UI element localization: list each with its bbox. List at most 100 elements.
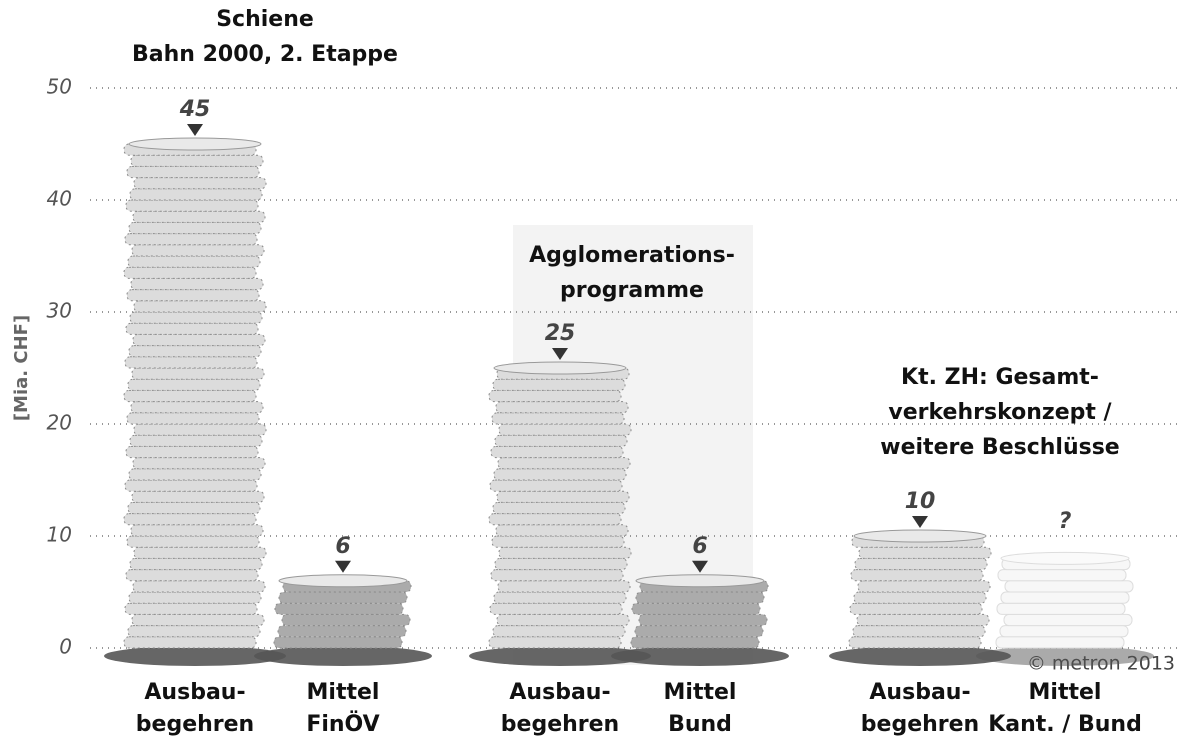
x-tick-label: Bund bbox=[668, 712, 732, 737]
coin bbox=[638, 613, 768, 627]
group-title: programme bbox=[560, 278, 704, 303]
x-tick-label: Mittel bbox=[1029, 680, 1102, 705]
coin bbox=[126, 412, 260, 425]
coin bbox=[127, 625, 261, 638]
x-tick-label: begehren bbox=[861, 712, 979, 737]
coin bbox=[848, 636, 982, 649]
coin bbox=[127, 255, 261, 268]
y-tick-label: 20 bbox=[47, 411, 72, 435]
coin bbox=[490, 569, 624, 582]
shadow bbox=[104, 646, 286, 666]
coin bbox=[126, 289, 260, 302]
group-title: weitere Beschlüsse bbox=[880, 435, 1119, 460]
coin bbox=[131, 367, 265, 380]
coin bbox=[496, 490, 630, 503]
x-tick-label: Kant. / Bund bbox=[988, 712, 1142, 737]
marker bbox=[187, 124, 203, 136]
coin bbox=[999, 625, 1129, 638]
coin bbox=[850, 569, 984, 582]
coin bbox=[858, 546, 992, 559]
shadow bbox=[254, 646, 432, 666]
shadow bbox=[469, 646, 651, 666]
coin bbox=[634, 625, 764, 638]
coin-stack bbox=[469, 361, 651, 666]
group-title: Agglomerations- bbox=[529, 243, 735, 268]
shadow bbox=[611, 646, 789, 666]
y-tick-label: 10 bbox=[47, 523, 72, 547]
value-label: 6 bbox=[335, 534, 350, 559]
coin bbox=[124, 356, 258, 369]
value-label: 6 bbox=[692, 534, 707, 559]
coin bbox=[124, 233, 258, 246]
coin bbox=[852, 625, 986, 638]
group-title: Bahn 2000, 2. Etappe bbox=[132, 42, 398, 67]
marker bbox=[552, 348, 568, 360]
value-label: 45 bbox=[179, 97, 211, 122]
x-tick-label: begehren bbox=[501, 712, 619, 737]
shadow bbox=[829, 646, 1011, 666]
coin bbox=[492, 501, 626, 515]
marker bbox=[912, 516, 928, 528]
coin bbox=[489, 479, 623, 492]
value-label: 10 bbox=[905, 489, 936, 514]
coin bbox=[493, 468, 627, 481]
coin-top bbox=[1000, 551, 1130, 565]
coin-stack bbox=[976, 551, 1154, 666]
y-tick-label: 40 bbox=[47, 187, 72, 211]
coin bbox=[996, 602, 1126, 615]
y-axis-label: [Mia. CHF] bbox=[11, 315, 32, 421]
coin bbox=[129, 311, 263, 324]
coin-top bbox=[635, 574, 765, 588]
coin bbox=[495, 401, 629, 414]
coin bbox=[281, 613, 411, 627]
coin bbox=[123, 389, 257, 403]
coin bbox=[277, 625, 407, 638]
coin-stack bbox=[829, 529, 1011, 666]
coin bbox=[129, 557, 263, 571]
coin bbox=[497, 580, 631, 593]
coin bbox=[278, 591, 408, 604]
coin bbox=[124, 479, 258, 492]
coin-top bbox=[853, 529, 987, 543]
coin bbox=[130, 277, 264, 291]
coin bbox=[492, 378, 626, 391]
coin bbox=[630, 636, 760, 649]
x-tick-label: Ausbau- bbox=[509, 680, 610, 705]
coin bbox=[126, 165, 260, 179]
coin bbox=[488, 389, 622, 403]
value-label: 25 bbox=[545, 321, 576, 346]
marker bbox=[692, 560, 708, 573]
coin bbox=[132, 210, 266, 223]
coin bbox=[133, 423, 267, 436]
coin bbox=[128, 591, 262, 604]
x-tick-label: begehren bbox=[136, 712, 254, 737]
coin-stack bbox=[104, 137, 286, 666]
y-tick-label: 0 bbox=[59, 635, 72, 659]
coin bbox=[274, 602, 404, 615]
coin bbox=[131, 613, 265, 627]
coin bbox=[131, 244, 265, 257]
coin bbox=[1003, 613, 1133, 627]
coin bbox=[997, 569, 1127, 582]
coin-top bbox=[128, 137, 262, 151]
coin bbox=[495, 524, 629, 537]
coin bbox=[125, 322, 259, 335]
coin bbox=[492, 625, 626, 638]
coin bbox=[498, 546, 632, 559]
coin bbox=[129, 434, 263, 447]
coin-top bbox=[493, 361, 627, 375]
coin bbox=[132, 333, 266, 347]
coin bbox=[133, 300, 267, 313]
coin bbox=[130, 154, 264, 167]
group-title: Kt. ZH: Gesamt- bbox=[901, 365, 1099, 390]
coin bbox=[497, 457, 631, 470]
x-tick-label: Ausbau- bbox=[144, 680, 245, 705]
coin bbox=[132, 580, 266, 593]
coin bbox=[123, 636, 257, 649]
coin bbox=[125, 199, 259, 212]
coin bbox=[128, 468, 262, 481]
coin bbox=[494, 434, 628, 447]
coin bbox=[130, 524, 264, 537]
coin bbox=[124, 602, 258, 615]
coin-stack bbox=[611, 574, 789, 666]
